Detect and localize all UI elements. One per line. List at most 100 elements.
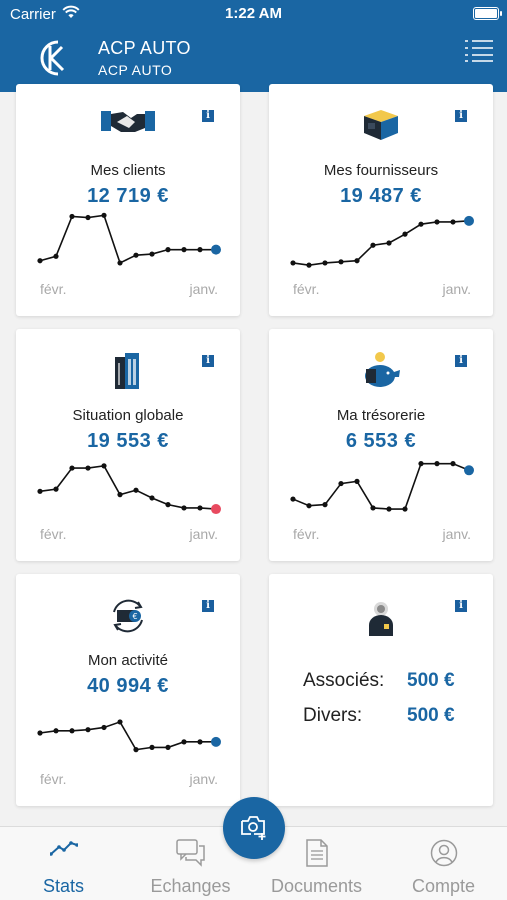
- x-axis-start-label: févr.: [40, 281, 67, 297]
- info-icon[interactable]: i: [455, 600, 467, 612]
- last-data-point: [211, 736, 221, 747]
- series-line: [39, 720, 216, 751]
- trend-icon: [49, 841, 78, 856]
- card-title: Mon activité: [87, 652, 169, 669]
- card-fournisseurs[interactable]: i Mes fournisseurs 19 487 € févr. janv.: [269, 84, 493, 316]
- data-point: [354, 478, 360, 484]
- piggy-bank-icon: [365, 352, 400, 387]
- data-point: [306, 503, 312, 509]
- data-point: [434, 461, 440, 467]
- card-title: Mes fournisseurs: [323, 162, 439, 179]
- data-point: [37, 258, 43, 264]
- tab-echanges[interactable]: Echanges: [127, 827, 254, 900]
- data-point: [85, 727, 91, 733]
- data-point: [69, 728, 75, 734]
- tab-label: Stats: [42, 876, 85, 896]
- data-point: [322, 260, 328, 266]
- share-label: Divers:: [303, 705, 363, 726]
- x-axis-end-label: janv.: [189, 771, 218, 787]
- camera-button[interactable]: [223, 797, 285, 859]
- data-point: [290, 496, 296, 502]
- carrier-label: Carrier: [10, 6, 56, 23]
- data-point: [101, 463, 107, 469]
- data-point: [370, 242, 376, 248]
- data-point: [290, 260, 296, 266]
- company-block[interactable]: ACP AUTO ACP AUTO: [98, 38, 191, 78]
- last-data-point: [211, 504, 221, 515]
- chat-icon: [175, 839, 205, 867]
- series-line: [292, 220, 470, 266]
- data-point: [402, 506, 408, 512]
- data-point: [181, 247, 187, 253]
- sparkline-chart: [37, 212, 221, 266]
- data-point: [149, 251, 155, 257]
- data-point: [69, 213, 75, 220]
- data-point: [117, 492, 123, 498]
- info-icon[interactable]: i: [202, 600, 214, 612]
- data-point: [149, 744, 155, 750]
- card-value: 6 553 €: [345, 430, 417, 452]
- share-label: Associés:: [303, 670, 385, 691]
- clock: 1:22 AM: [225, 5, 282, 22]
- x-axis-start-label: févr.: [40, 526, 67, 542]
- document-icon: [305, 839, 328, 867]
- sparkline-chart: [290, 215, 474, 268]
- data-point: [101, 212, 107, 218]
- data-point: [53, 486, 59, 492]
- data-point: [165, 247, 171, 253]
- card-value: 12 719 €: [87, 185, 169, 207]
- data-point: [338, 259, 344, 265]
- data-point: [53, 728, 59, 734]
- data-point: [37, 730, 43, 736]
- series-line: [39, 464, 217, 510]
- info-icon[interactable]: i: [455, 355, 467, 367]
- card-situation-globale[interactable]: i Situation globale 19 553 € févr. janv.: [16, 329, 240, 561]
- data-point: [181, 739, 187, 745]
- data-point: [85, 214, 91, 221]
- card-tresorerie[interactable]: i Ma trésorerie 6 553 € févr. janv.: [269, 329, 493, 561]
- data-point: [354, 258, 360, 264]
- data-point: [402, 231, 408, 237]
- card-value: 19 487 €: [340, 185, 422, 207]
- tab-label: Compte: [411, 876, 476, 896]
- handshake-icon: [101, 111, 155, 132]
- share-value: 500 €: [407, 705, 455, 726]
- card-title: Situation globale: [72, 407, 184, 424]
- card-value: 19 553 €: [87, 430, 169, 452]
- data-point: [53, 253, 59, 259]
- last-data-point: [211, 244, 221, 255]
- data-point: [133, 252, 139, 258]
- x-axis-end-label: janv.: [442, 526, 471, 542]
- x-axis-end-label: janv.: [189, 281, 218, 297]
- info-icon[interactable]: i: [202, 110, 214, 122]
- x-axis-end-label: janv.: [189, 526, 218, 542]
- tab-compte[interactable]: Compte: [380, 827, 507, 900]
- data-point: [197, 247, 203, 253]
- tab-stats[interactable]: Stats: [0, 827, 127, 900]
- camera-add-icon: [241, 816, 266, 840]
- status-bar: Carrier 1:22 AM: [0, 0, 507, 30]
- data-point: [418, 461, 424, 467]
- last-data-point: [464, 215, 474, 226]
- info-icon[interactable]: i: [455, 110, 467, 122]
- card-associes[interactable]: i Associés: 500 € Divers: 500 €: [269, 574, 493, 806]
- data-point: [306, 262, 312, 268]
- series-line: [292, 462, 470, 510]
- card-title: Mes clients: [90, 162, 166, 179]
- info-icon[interactable]: i: [202, 355, 214, 367]
- data-point: [197, 739, 203, 745]
- last-data-point: [464, 465, 474, 476]
- series-line: [39, 214, 216, 265]
- data-point: [117, 260, 123, 266]
- data-point: [197, 505, 203, 511]
- tab-label: Echanges: [150, 876, 231, 896]
- menu-list-icon[interactable]: [465, 40, 493, 62]
- app-header: ACP AUTO ACP AUTO: [0, 30, 507, 92]
- tab-label: Documents: [270, 876, 363, 896]
- card-clients[interactable]: i Mes clients 12 719 € févr. janv.: [16, 84, 240, 316]
- data-point: [101, 724, 107, 731]
- tab-documents[interactable]: Documents: [253, 827, 380, 900]
- data-point: [386, 240, 392, 246]
- battery-icon: [473, 7, 502, 20]
- card-activite[interactable]: i € Mon activité 40 994 € févr. janv.: [16, 574, 240, 806]
